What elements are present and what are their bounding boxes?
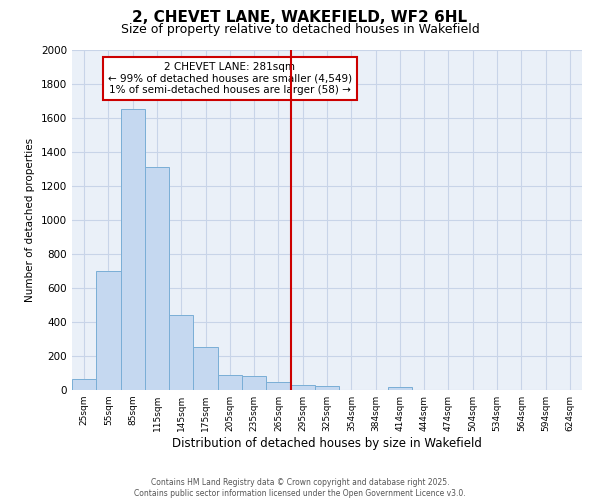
Y-axis label: Number of detached properties: Number of detached properties (25, 138, 35, 302)
Bar (145, 168, 169, 390)
Text: 2, CHEVET LANE, WAKEFIELD, WF2 6HL: 2, CHEVET LANE, WAKEFIELD, WF2 6HL (133, 10, 467, 25)
Text: Contains HM Land Registry data © Crown copyright and database right 2025.
Contai: Contains HM Land Registry data © Crown c… (134, 478, 466, 498)
Bar (218, 374, 242, 390)
Bar (169, 315, 193, 390)
Bar (388, 386, 412, 390)
Bar (72, 379, 96, 390)
Text: 2 CHEVET LANE: 281sqm
← 99% of detached houses are smaller (4,549)
1% of semi-de: 2 CHEVET LANE: 281sqm ← 99% of detached … (108, 62, 352, 95)
Bar (193, 346, 218, 390)
Bar (266, 382, 290, 390)
Bar (315, 386, 339, 390)
Bar (121, 108, 145, 390)
Bar (242, 376, 266, 390)
Text: Size of property relative to detached houses in Wakefield: Size of property relative to detached ho… (121, 22, 479, 36)
X-axis label: Distribution of detached houses by size in Wakefield: Distribution of detached houses by size … (172, 437, 482, 450)
Bar (290, 385, 315, 390)
Bar (96, 271, 121, 390)
